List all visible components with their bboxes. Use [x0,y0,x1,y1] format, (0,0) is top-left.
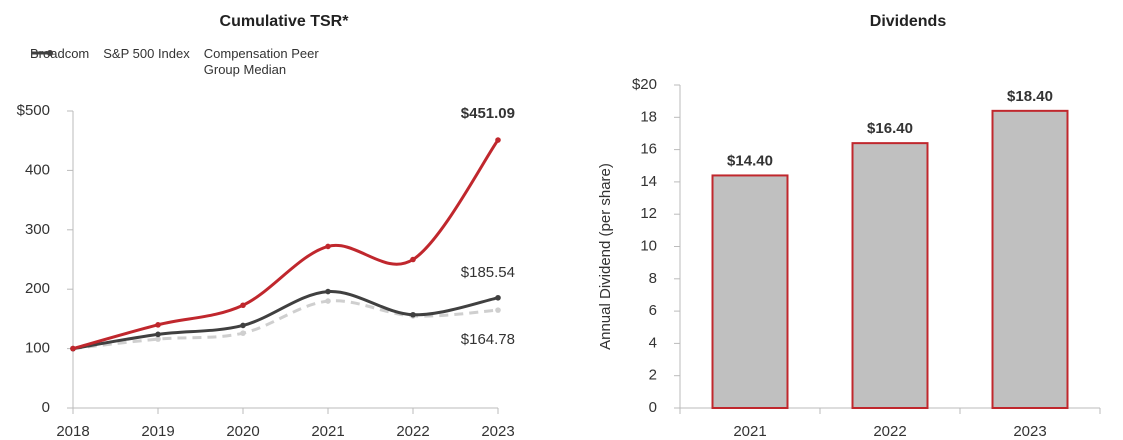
bar [851,142,929,409]
series-line [72,299,499,351]
value-label: $451.09 [461,105,515,122]
y-tick-label: 300 [25,221,50,238]
value-label: $164.78 [461,331,515,348]
y-tick-label: 4 [649,334,657,351]
y-tick-label: 6 [649,302,657,319]
point [155,336,161,342]
x-tick-label: 2018 [56,423,89,440]
x-tick-label: 2023 [481,423,514,440]
point [495,307,501,313]
chart-title: Dividends [870,13,947,30]
y-tick-label: 16 [640,141,657,158]
bar [991,109,1069,409]
x-tick-label: 2019 [141,423,174,440]
y-tick-label: 10 [640,237,657,254]
y-tick-label: 2 [649,367,657,384]
y-tick-label: $20 [632,76,657,93]
point [325,288,331,295]
point [70,345,76,352]
point [155,331,161,338]
point [325,243,331,250]
y-tick-label: 0 [42,399,50,416]
chart-title: Cumulative TSR* [220,13,350,30]
point [240,322,246,329]
point [240,302,246,309]
y-tick-label: 14 [640,173,657,190]
value-label: $185.54 [461,264,515,281]
y-tick-label: 18 [640,108,657,125]
x-tick-label: 2022 [873,423,906,440]
y-tick-label: 200 [25,280,50,297]
legend-label: S&P 500 Index [103,46,190,61]
y-tick-label: 400 [25,161,50,178]
legend-label: Compensation Peer Group Median [203,46,319,77]
point [325,298,331,304]
point [155,322,161,328]
x-tick-label: 2021 [311,423,344,440]
y-tick-label: 0 [649,399,657,416]
bar [711,174,789,409]
series-line [72,290,499,351]
point [410,311,416,318]
value-label: $18.40 [1007,88,1053,105]
point [240,330,246,336]
legend-item: Compensation Peer Group Median [32,46,344,78]
y-axis-label: Annual Dividend (per share) [597,163,614,350]
y-tick-label: 8 [649,270,657,287]
legend-label: Broadcom [30,46,90,61]
point [495,137,501,143]
x-tick-label: 2022 [396,423,429,440]
x-tick-label: 2020 [226,423,259,440]
value-label: $16.40 [867,120,913,137]
y-tick-label: 100 [25,340,50,357]
y-tick-label: 12 [640,205,657,222]
legend-item: S&P 500 Index [32,46,190,78]
legend-swatch [32,50,53,56]
legend-marker [47,50,53,56]
x-tick-label: 2023 [1013,423,1046,440]
y-tick-label: $500 [17,102,50,119]
value-label: $14.40 [727,152,773,169]
point [495,294,501,301]
legend: Broadcom S&P 500 Index Compensation Peer G… [30,46,358,78]
point [410,256,416,263]
x-tick-label: 2021 [733,423,766,440]
